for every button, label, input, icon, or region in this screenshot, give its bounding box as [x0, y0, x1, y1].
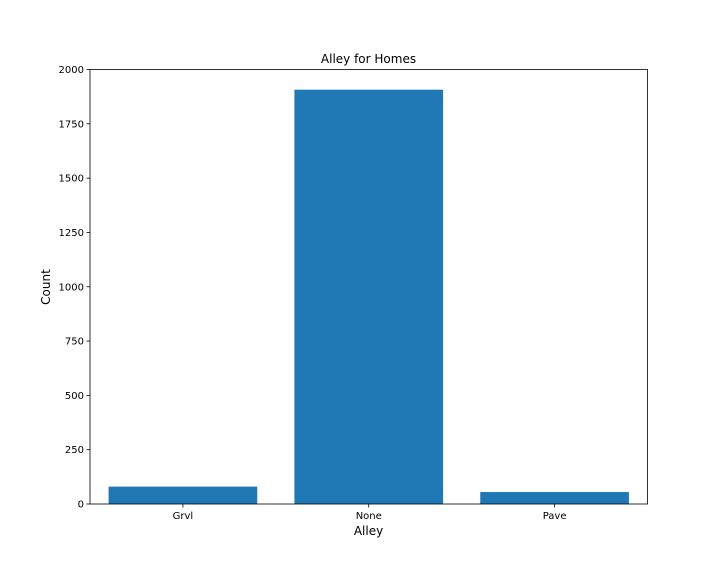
chart-title: Alley for Homes — [321, 52, 416, 66]
y-tick-label: 750 — [65, 337, 84, 348]
y-tick-label: 1000 — [59, 282, 84, 293]
plot-frame — [89, 69, 648, 505]
y-tick-label: 0 — [78, 500, 84, 511]
bar-grvl — [108, 486, 258, 504]
x-tick-label: Grvl — [173, 511, 194, 522]
y-tick-label: 1750 — [59, 119, 84, 130]
y-tick-label: 1500 — [59, 174, 84, 185]
x-tick-label: Pave — [543, 511, 567, 522]
bar-none — [294, 89, 444, 504]
y-axis-label: Count — [39, 269, 53, 305]
x-axis-label: Alley — [354, 524, 383, 538]
bars-group — [108, 89, 629, 504]
y-tick-label: 250 — [65, 445, 84, 456]
x-axis: Grvl None Pave — [173, 504, 567, 522]
x-tick-label: None — [356, 511, 382, 522]
y-tick-label: 1250 — [59, 228, 84, 239]
y-tick-label: 500 — [65, 391, 84, 402]
y-tick-label: 2000 — [59, 65, 84, 76]
y-axis: 0 250 500 750 1000 1250 1500 1750 2000 — [59, 65, 90, 511]
bar-pave — [480, 492, 629, 504]
